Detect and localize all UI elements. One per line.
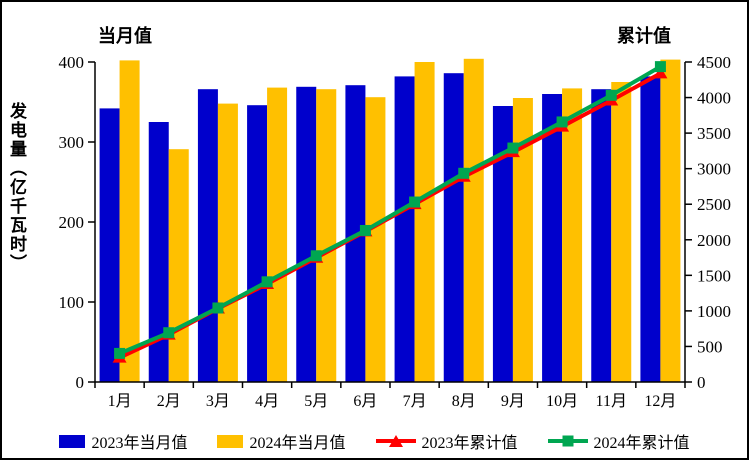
right-tick-label: 4500	[697, 53, 731, 72]
bar	[512, 98, 533, 382]
category-label: 7月	[403, 393, 427, 410]
square-marker	[163, 327, 175, 339]
bar	[660, 59, 681, 382]
right-tick-label: 2000	[697, 231, 731, 250]
square-marker	[114, 347, 126, 359]
bar	[267, 87, 288, 382]
left-tick-label: 400	[59, 53, 85, 72]
legend-bar-swatch	[59, 434, 86, 448]
square-marker	[359, 224, 371, 236]
bar	[99, 108, 120, 383]
legend-label: 2024年累计值	[593, 435, 690, 452]
right-tick-label: 500	[697, 337, 723, 356]
right-tick-label: 3000	[697, 160, 731, 179]
legend-line-swatch	[375, 434, 416, 448]
legend-item-3: 2024年累计值	[547, 429, 690, 453]
square-marker	[605, 89, 617, 101]
category-label: 6月	[353, 393, 377, 410]
left-axis-title: 当月值	[98, 26, 152, 46]
square-marker	[261, 276, 273, 288]
square-marker	[458, 167, 470, 179]
legend-item-1: 2024年当月值	[217, 429, 346, 453]
left-tick-label: 200	[59, 213, 85, 232]
bar	[562, 88, 583, 383]
legend-line-swatch	[547, 434, 588, 448]
bar	[197, 89, 218, 382]
bar	[168, 149, 189, 382]
axis-labels: 0100200300400050010001500200025003000350…	[59, 53, 732, 410]
bar	[296, 86, 317, 383]
bar	[316, 89, 337, 382]
bar	[217, 103, 238, 382]
bar	[414, 62, 435, 382]
axes	[88, 61, 692, 388]
y-axis-label: 发电量（亿千瓦时）	[7, 102, 26, 273]
line-series-1	[114, 61, 666, 359]
bar-series-1	[119, 58, 681, 383]
category-label: 1月	[108, 393, 132, 410]
category-label: 9月	[501, 393, 525, 410]
legend-label: 2024年当月值	[249, 435, 346, 452]
category-label: 2月	[157, 393, 181, 410]
legend-bar-swatch	[217, 434, 244, 448]
category-label: 4月	[255, 393, 279, 410]
bar	[640, 76, 661, 383]
bar	[611, 82, 632, 382]
square-marker	[310, 250, 322, 262]
bar	[365, 97, 386, 382]
bar	[247, 105, 268, 382]
bar	[463, 58, 484, 383]
bar	[148, 122, 169, 382]
square-marker	[507, 142, 519, 154]
right-tick-label: 3500	[697, 124, 731, 143]
right-tick-label: 2500	[697, 195, 731, 214]
right-tick-label: 1000	[697, 302, 731, 321]
square-marker	[409, 196, 421, 208]
bar	[542, 94, 563, 382]
legend-label: 2023年累计值	[421, 435, 518, 452]
bar	[492, 106, 513, 382]
square-marker	[556, 116, 568, 128]
bar	[443, 73, 464, 382]
right-axis-title: 累计值	[617, 26, 671, 46]
left-tick-label: 0	[76, 373, 85, 392]
category-label: 12月	[644, 393, 676, 410]
legend-label: 2023年当月值	[91, 435, 188, 452]
triangle-marker	[653, 66, 668, 79]
bar	[591, 89, 612, 382]
square-marker	[654, 61, 666, 73]
category-label: 8月	[452, 393, 476, 410]
category-label: 3月	[206, 393, 230, 410]
category-label: 10月	[546, 393, 578, 410]
category-label: 11月	[596, 393, 627, 410]
left-tick-label: 100	[59, 293, 85, 312]
right-tick-label: 1500	[697, 266, 731, 285]
bar	[119, 60, 140, 383]
category-label: 5月	[304, 393, 328, 410]
right-tick-label: 4000	[697, 89, 731, 108]
legend-item-0: 2023年当月值	[59, 429, 187, 453]
right-tick-label: 0	[697, 373, 706, 392]
left-tick-label: 300	[59, 133, 85, 152]
legend: 2023年当月值 2024年当月值 2023年累计值 2024年累计值	[2, 429, 747, 453]
bar	[394, 76, 415, 383]
square-marker	[212, 302, 224, 314]
legend-item-2: 2023年累计值	[375, 429, 518, 453]
